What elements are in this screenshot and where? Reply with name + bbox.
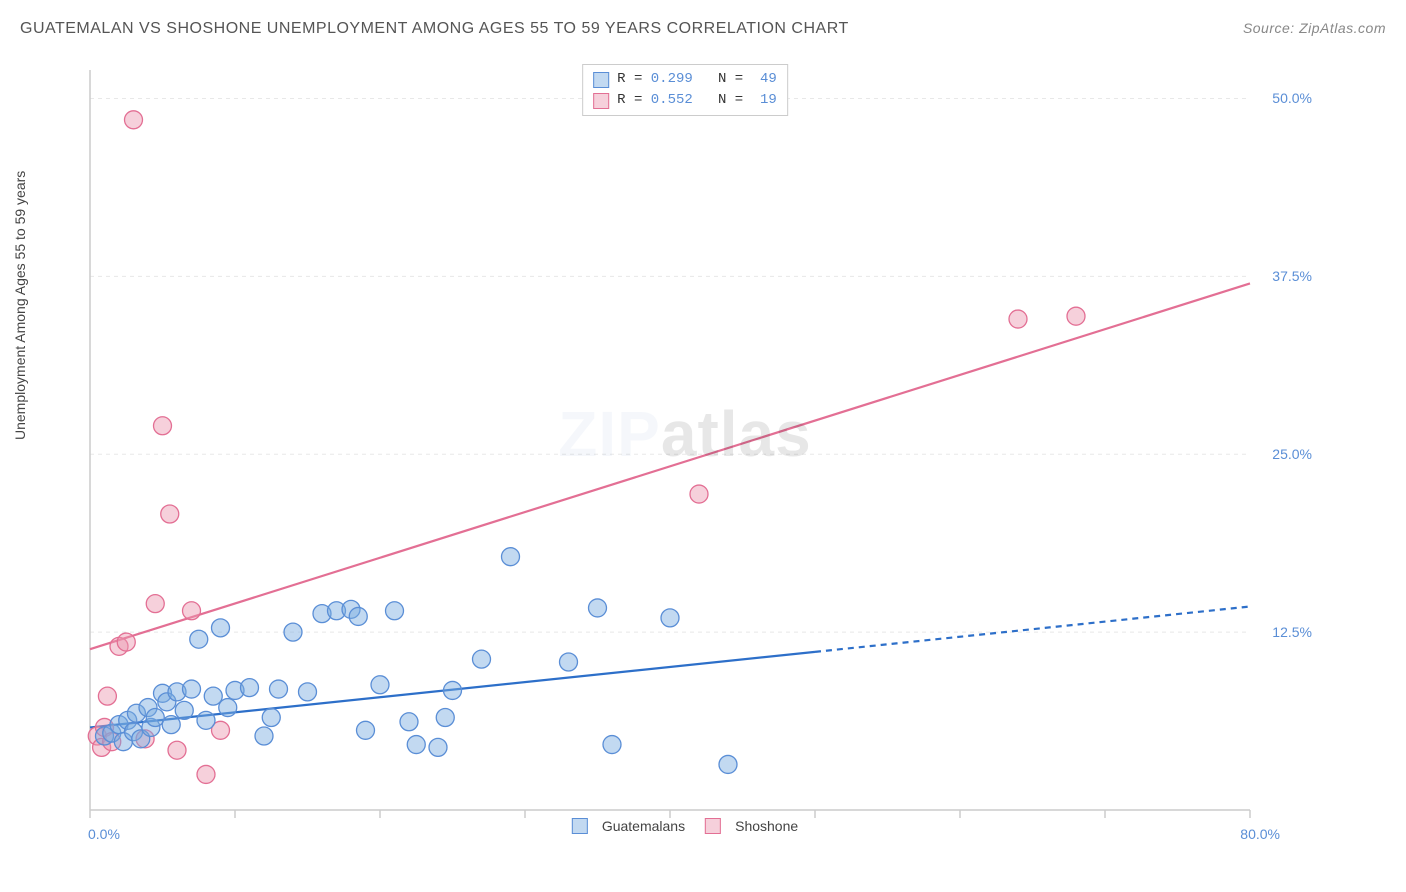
x-tick-label: 0.0% <box>88 826 120 842</box>
source-label: Source: ZipAtlas.com <box>1243 20 1386 36</box>
legend-series: Guatemalans Shoshone <box>572 818 798 834</box>
legend-series-item: Shoshone <box>705 818 798 834</box>
legend-correlation: R = 0.299 N = 49R = 0.552 N = 19 <box>582 64 788 116</box>
y-tick-label: 12.5% <box>1272 624 1312 640</box>
plot-area: ZIPatlas 12.5%25.0%37.5%50.0% 0.0%80.0% … <box>50 60 1320 840</box>
legend-swatch <box>705 818 721 834</box>
legend-corr-text: R = 0.299 N = 49 <box>617 69 777 90</box>
chart-title: GUATEMALAN VS SHOSHONE UNEMPLOYMENT AMON… <box>20 20 849 37</box>
legend-swatch <box>593 72 609 88</box>
x-tick-label: 80.0% <box>1240 826 1280 842</box>
y-tick-label: 25.0% <box>1272 446 1312 462</box>
chart-container: GUATEMALAN VS SHOSHONE UNEMPLOYMENT AMON… <box>0 0 1406 892</box>
legend-swatch <box>593 93 609 109</box>
y-tick-label: 50.0% <box>1272 90 1312 106</box>
legend-corr-row: R = 0.552 N = 19 <box>593 90 777 111</box>
legend-series-item: Guatemalans <box>572 818 685 834</box>
chart-svg <box>50 60 1320 840</box>
title-bar: GUATEMALAN VS SHOSHONE UNEMPLOYMENT AMON… <box>20 20 1386 38</box>
legend-swatch <box>572 818 588 834</box>
legend-corr-row: R = 0.299 N = 49 <box>593 69 777 90</box>
y-tick-label: 37.5% <box>1272 268 1312 284</box>
legend-series-label: Shoshone <box>735 818 798 834</box>
legend-corr-text: R = 0.552 N = 19 <box>617 90 777 111</box>
y-axis-label: Unemployment Among Ages 55 to 59 years <box>12 171 28 440</box>
legend-series-label: Guatemalans <box>602 818 685 834</box>
